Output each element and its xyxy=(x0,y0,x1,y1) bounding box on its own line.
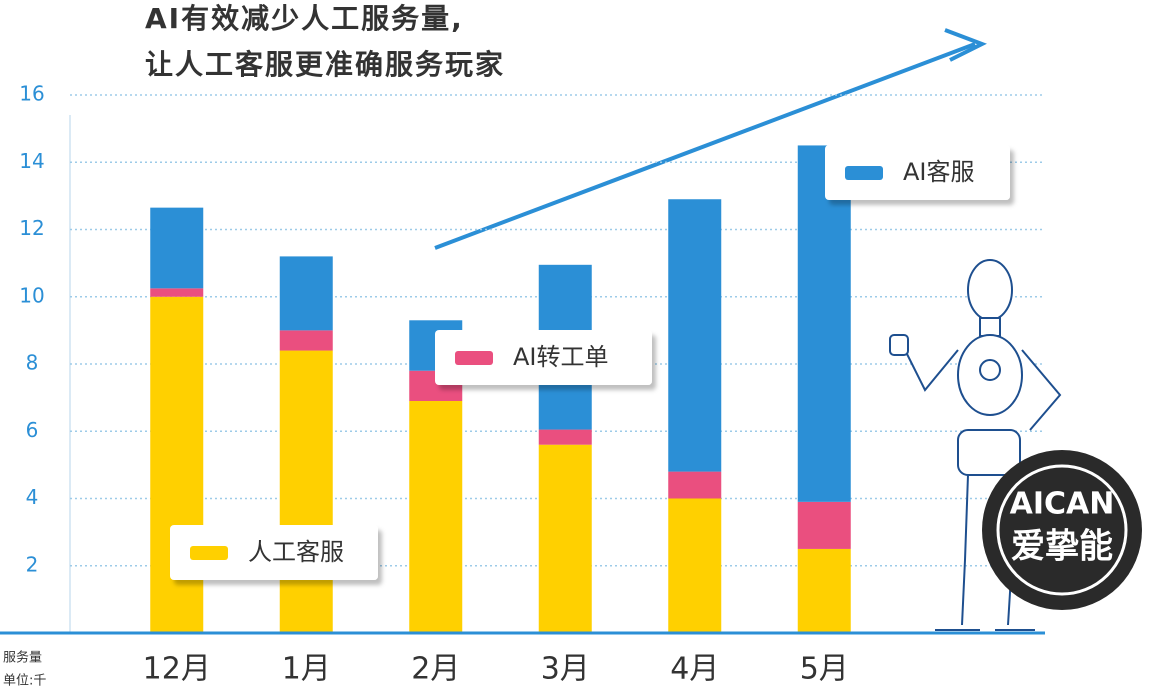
y-tick-label: 10 xyxy=(19,283,44,307)
chart-title: AI有效减少人工服务量, xyxy=(145,2,464,35)
legend-box xyxy=(170,525,378,580)
robot xyxy=(889,259,1062,631)
bar-segment xyxy=(797,145,851,502)
bar-segment xyxy=(409,400,463,633)
y-tick-label: 16 xyxy=(19,82,44,106)
arrow-head xyxy=(944,28,987,62)
chart-title: 让人工客服更准确服务玩家 xyxy=(145,48,505,81)
legend-swatch xyxy=(455,351,493,365)
legend-box xyxy=(435,330,652,385)
bar-segment xyxy=(668,498,722,633)
bar-segment xyxy=(797,548,851,633)
bar-segment xyxy=(150,207,204,289)
bar-segment xyxy=(668,199,722,472)
legend-label: AI客服 xyxy=(903,158,975,186)
bar-segment xyxy=(668,471,722,499)
bar-segment xyxy=(150,288,204,297)
y-axis-label: 单位:千 xyxy=(3,674,46,689)
bar-segment xyxy=(797,501,851,549)
trend-arrow xyxy=(434,42,976,250)
badge-text: 爱挚能 xyxy=(1011,527,1113,567)
badge-text: AICAN xyxy=(1010,487,1115,522)
badge xyxy=(982,450,1142,610)
y-tick-label: 6 xyxy=(26,418,39,442)
bar-segment xyxy=(279,256,333,331)
y-tick-label: 4 xyxy=(26,485,39,509)
legend-swatch xyxy=(190,546,228,560)
x-tick-label: 3月 xyxy=(541,652,590,687)
bar-segment xyxy=(279,330,333,351)
bar-segment xyxy=(538,444,592,633)
legend-label: AI转工单 xyxy=(513,343,609,371)
x-tick-label: 2月 xyxy=(411,652,460,687)
x-tick-label: 5月 xyxy=(800,652,849,687)
x-tick-label: 12月 xyxy=(143,652,211,687)
y-tick-label: 12 xyxy=(19,216,44,240)
legend-label: 人工客服 xyxy=(248,538,344,566)
legend-box xyxy=(825,145,1010,200)
x-tick-label: 4月 xyxy=(670,652,719,687)
y-tick-label: 2 xyxy=(26,552,39,576)
y-tick-label: 14 xyxy=(19,149,44,173)
x-tick-label: 1月 xyxy=(282,652,331,687)
bar-segment xyxy=(538,429,592,445)
legend-swatch xyxy=(845,166,883,180)
bar-segment xyxy=(279,350,333,633)
y-axis-label: 服务量 xyxy=(3,650,42,666)
y-tick-label: 8 xyxy=(26,351,39,375)
bar-segment xyxy=(150,296,204,633)
